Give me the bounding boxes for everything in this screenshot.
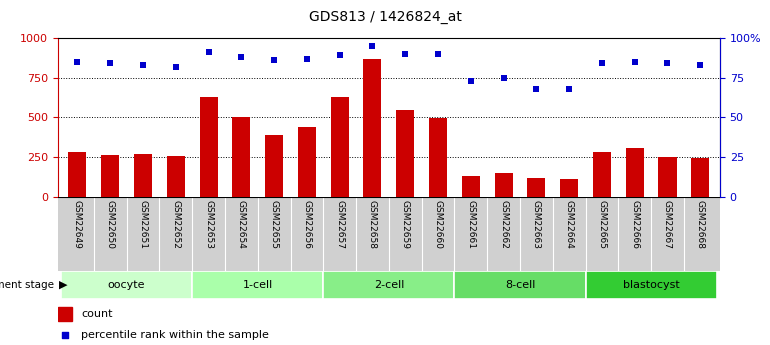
Text: GSM22649: GSM22649 bbox=[73, 200, 82, 248]
Text: GDS813 / 1426824_at: GDS813 / 1426824_at bbox=[309, 10, 461, 24]
Text: GSM22663: GSM22663 bbox=[532, 200, 541, 249]
Text: blastocyst: blastocyst bbox=[623, 280, 679, 290]
Text: GSM22668: GSM22668 bbox=[696, 200, 705, 249]
Text: GSM22655: GSM22655 bbox=[270, 200, 279, 249]
Point bbox=[72, 59, 84, 65]
Point bbox=[694, 62, 706, 68]
Bar bbox=[658, 157, 677, 197]
Bar bbox=[585, 271, 717, 299]
Point bbox=[333, 53, 346, 58]
Bar bbox=[527, 178, 545, 197]
Text: 1-cell: 1-cell bbox=[243, 280, 273, 290]
Bar bbox=[691, 158, 709, 197]
Point bbox=[464, 78, 477, 83]
Text: GSM22654: GSM22654 bbox=[237, 200, 246, 248]
Bar bbox=[593, 152, 611, 197]
Point bbox=[367, 43, 379, 49]
Point bbox=[104, 61, 116, 66]
Text: GSM22660: GSM22660 bbox=[434, 200, 443, 249]
Bar bbox=[626, 148, 644, 197]
Text: GSM22657: GSM22657 bbox=[335, 200, 344, 249]
Bar bbox=[61, 271, 192, 299]
Text: GSM22652: GSM22652 bbox=[171, 200, 180, 248]
Bar bbox=[199, 97, 218, 197]
Point bbox=[628, 59, 641, 65]
Text: GSM22665: GSM22665 bbox=[598, 200, 607, 249]
Text: GSM22661: GSM22661 bbox=[467, 200, 475, 249]
Bar bbox=[101, 155, 119, 197]
Bar bbox=[167, 156, 185, 197]
Bar bbox=[462, 176, 480, 197]
Text: GSM22662: GSM22662 bbox=[499, 200, 508, 248]
Text: GSM22656: GSM22656 bbox=[303, 200, 311, 249]
Text: GSM22666: GSM22666 bbox=[630, 200, 639, 249]
Bar bbox=[494, 173, 513, 197]
Point bbox=[169, 64, 182, 69]
Text: GSM22653: GSM22653 bbox=[204, 200, 213, 249]
Bar bbox=[429, 118, 447, 197]
Point bbox=[301, 56, 313, 61]
Bar bbox=[298, 127, 316, 197]
Point bbox=[661, 61, 674, 66]
Bar bbox=[454, 271, 585, 299]
Bar bbox=[265, 135, 283, 197]
Bar bbox=[58, 307, 72, 321]
Point bbox=[203, 49, 215, 55]
Text: percentile rank within the sample: percentile rank within the sample bbox=[81, 330, 269, 340]
Point bbox=[137, 62, 149, 68]
Bar bbox=[69, 152, 86, 197]
Bar bbox=[560, 179, 578, 197]
Point bbox=[563, 86, 575, 91]
Point bbox=[399, 51, 411, 57]
Text: development stage: development stage bbox=[0, 280, 54, 290]
Text: GSM22651: GSM22651 bbox=[139, 200, 148, 249]
Bar bbox=[192, 271, 323, 299]
Point bbox=[531, 86, 543, 91]
Text: GSM22650: GSM22650 bbox=[105, 200, 115, 249]
Text: GSM22664: GSM22664 bbox=[564, 200, 574, 248]
Text: count: count bbox=[81, 309, 112, 319]
Point bbox=[432, 51, 444, 57]
Text: ▶: ▶ bbox=[59, 280, 67, 290]
Point bbox=[497, 75, 510, 80]
Bar bbox=[397, 110, 414, 197]
Point bbox=[268, 57, 280, 63]
Bar bbox=[134, 154, 152, 197]
Bar bbox=[363, 59, 381, 197]
Point bbox=[596, 61, 608, 66]
Text: GSM22658: GSM22658 bbox=[368, 200, 377, 249]
Point bbox=[235, 54, 247, 60]
Text: 8-cell: 8-cell bbox=[505, 280, 535, 290]
Bar bbox=[323, 271, 454, 299]
Text: GSM22667: GSM22667 bbox=[663, 200, 672, 249]
Bar bbox=[233, 117, 250, 197]
Text: 2-cell: 2-cell bbox=[373, 280, 404, 290]
Bar bbox=[330, 97, 349, 197]
Point bbox=[59, 332, 71, 338]
Text: GSM22659: GSM22659 bbox=[400, 200, 410, 249]
Text: oocyte: oocyte bbox=[108, 280, 146, 290]
